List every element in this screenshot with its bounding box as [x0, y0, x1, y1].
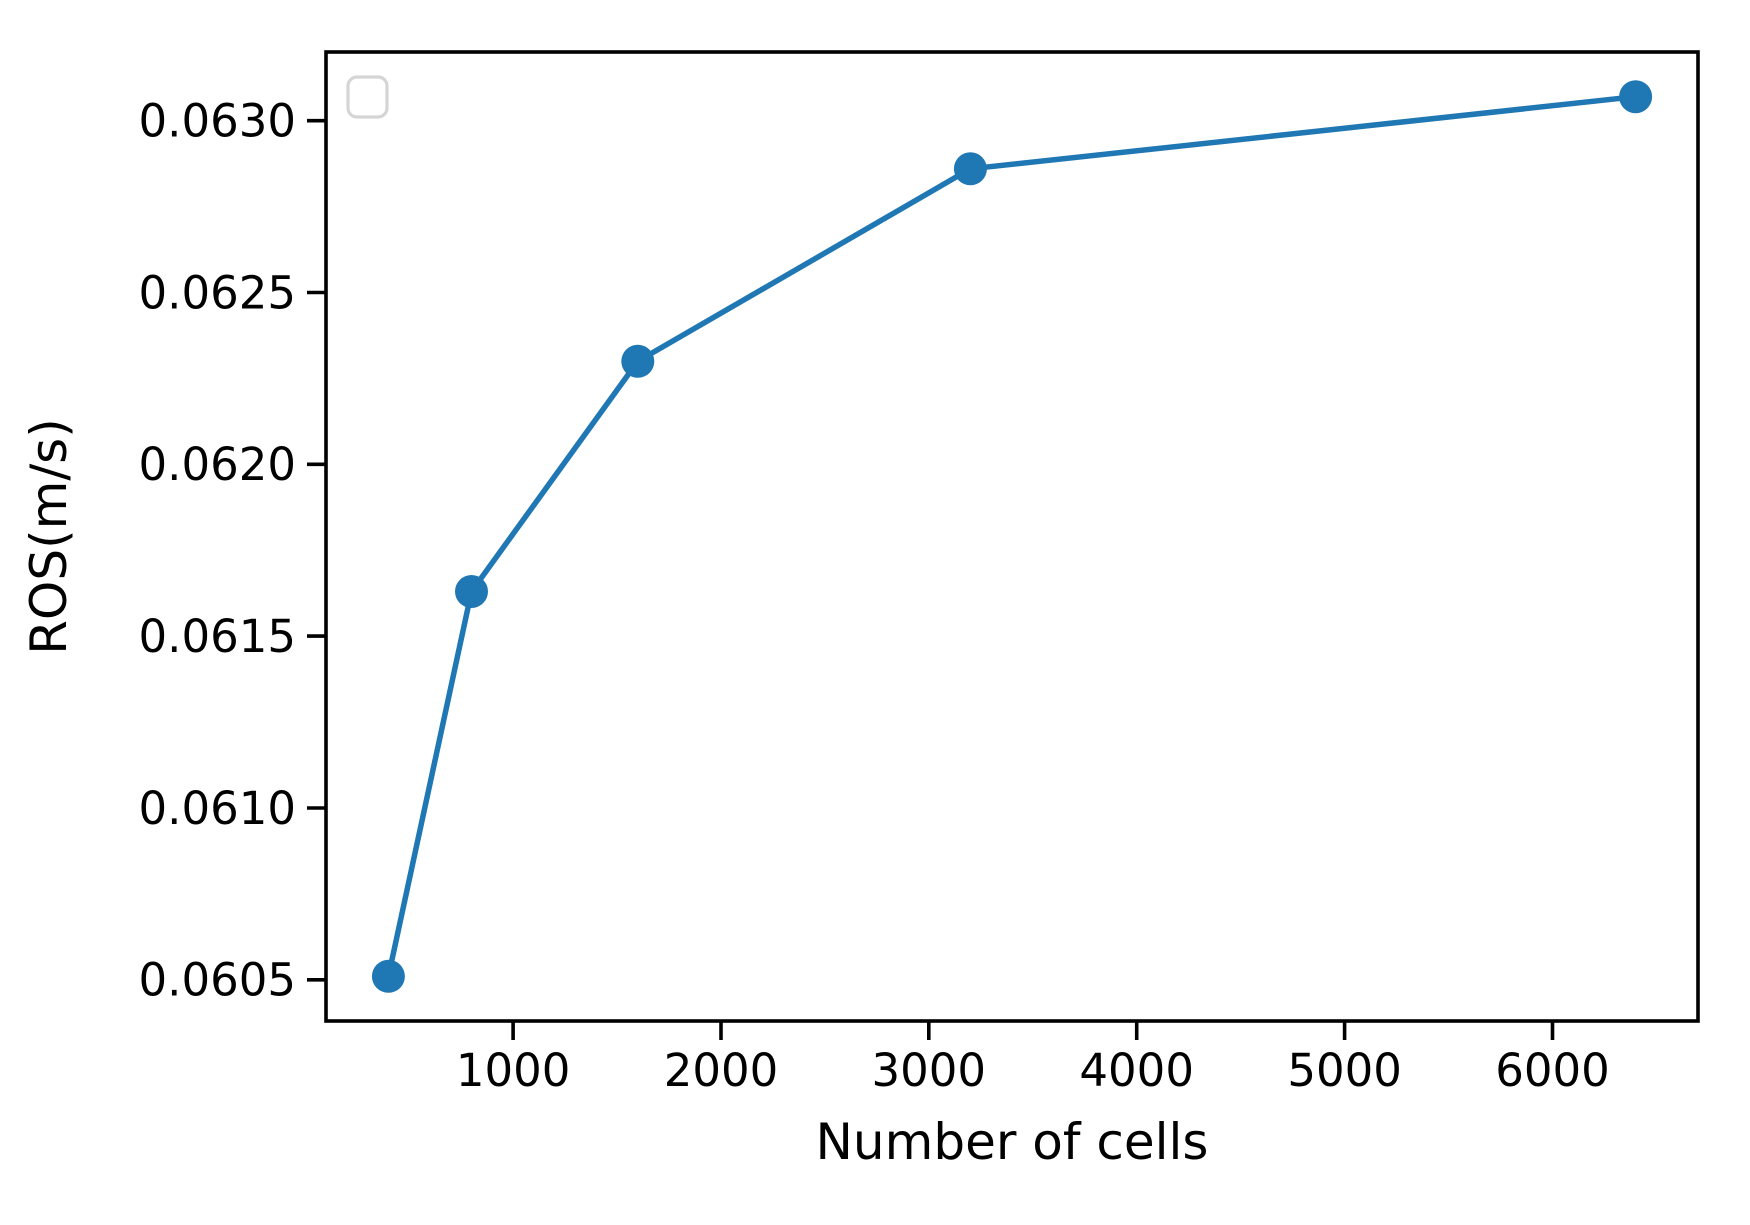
y-tick-label: 0.0610 [139, 782, 296, 835]
y-tick-label: 0.0625 [139, 266, 296, 319]
y-tick-label: 0.0620 [139, 438, 296, 491]
data-point-marker [371, 959, 405, 993]
y-axis-label: ROS(m/s) [20, 418, 78, 654]
data-point-marker [455, 575, 488, 608]
data-point-marker [1619, 80, 1653, 114]
x-tick-label: 2000 [664, 1044, 779, 1097]
data-point-marker [953, 152, 987, 186]
data-line [385, 93, 1639, 980]
x-axis-label: Number of cells [816, 1113, 1209, 1171]
x-tick-label: 5000 [1287, 1044, 1402, 1097]
axes-spines [324, 50, 1700, 1023]
y-tick-label: 0.0615 [139, 610, 296, 663]
x-tick-label: 1000 [456, 1044, 571, 1097]
x-tick-label: 4000 [1079, 1044, 1194, 1097]
y-tick-label: 0.0605 [139, 954, 296, 1007]
x-tick-label: 6000 [1495, 1044, 1610, 1097]
legend-box [346, 75, 389, 119]
x-tick-label: 3000 [872, 1044, 987, 1097]
y-tick-label: 0.0630 [139, 94, 296, 147]
data-point-marker [621, 344, 655, 378]
